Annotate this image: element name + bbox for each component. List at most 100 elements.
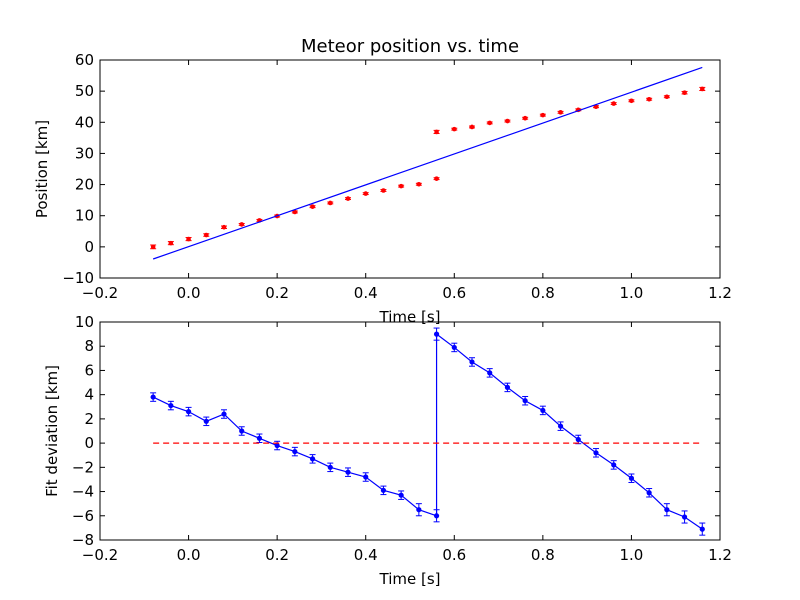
deviation-data-point [309, 456, 316, 462]
deviation-y-tick-label: 0 [84, 434, 94, 452]
deviation-data-point [611, 462, 617, 468]
position-y-tick-label: 20 [75, 176, 94, 194]
position-chart: Meteor position vs. time Time [s] Positi… [33, 36, 732, 326]
deviation-data-point [593, 450, 599, 456]
deviation-data-point [345, 469, 351, 475]
deviation-x-tick-label: 0.8 [531, 546, 555, 564]
deviation-data-point [398, 492, 404, 498]
deviation-data-point [363, 474, 369, 480]
deviation-data-point [681, 514, 688, 520]
position-data-point [434, 176, 439, 181]
deviation-x-tick-label: 0.0 [177, 546, 201, 564]
deviation-data-point [451, 344, 457, 351]
deviation-y-tick-label: 8 [84, 337, 94, 355]
position-data-point [398, 183, 404, 189]
position-data-point [363, 191, 369, 196]
deviation-data-point [150, 394, 156, 400]
deviation-data-point [274, 442, 280, 449]
deviation-data-point [504, 384, 511, 390]
deviation-y-tick-label: −6 [72, 507, 94, 525]
deviation-data-point [168, 402, 174, 409]
position-y-tick-label: 30 [75, 144, 94, 162]
position-chart-frame [99, 59, 721, 279]
position-data-point [451, 126, 457, 132]
position-chart-title: Meteor position vs. time [301, 36, 519, 57]
deviation-data-point [575, 436, 581, 443]
position-data-point [558, 110, 563, 115]
position-chart-x-ticks: −0.2 0.0 0.2 0.4 0.6 0.8 1.0 1.2 [82, 60, 732, 302]
deviation-y-tick-label: 4 [84, 386, 94, 404]
position-x-tick-label: −0.2 [82, 284, 118, 302]
deviation-chart-xlabel: Time [s] [379, 570, 441, 588]
position-data-point [416, 181, 422, 187]
deviation-data-point [628, 475, 635, 481]
position-data-point [292, 209, 298, 215]
position-data-point [629, 98, 634, 104]
deviation-data-point [522, 398, 528, 404]
position-x-tick-label: 1.0 [619, 284, 643, 302]
position-data-point [699, 86, 705, 92]
position-chart-ylabel: Position [km] [33, 120, 51, 218]
position-data-point [310, 204, 315, 209]
position-y-tick-label: 50 [75, 82, 94, 100]
position-data-point [664, 94, 670, 100]
deviation-data-point [699, 526, 705, 532]
deviation-y-tick-label: 6 [84, 361, 94, 379]
deviation-chart-ylabel: Fit deviation [km] [43, 365, 61, 497]
position-x-tick-label: 0.0 [177, 284, 201, 302]
deviation-data-point [557, 423, 564, 429]
deviation-x-tick-label: 1.0 [619, 546, 643, 564]
position-x-tick-label: 0.6 [442, 284, 466, 302]
deviation-chart: Time [s] Fit deviation [km] −0.2 0.0 0.2 0.… [43, 313, 732, 588]
deviation-data-point [292, 448, 298, 455]
position-data-point [469, 124, 475, 130]
position-data-point [434, 129, 439, 135]
position-y-tick-label: 0 [84, 238, 94, 256]
position-y-tick-label: 40 [75, 113, 94, 131]
deviation-chart-x-ticks: −0.2 0.0 0.2 0.4 0.6 0.8 1.0 1.2 [82, 322, 732, 564]
deviation-y-tick-label: 2 [84, 410, 94, 428]
deviation-data-point [221, 411, 227, 417]
deviation-data-point [540, 407, 546, 414]
deviation-data-point [646, 490, 652, 496]
deviation-data-point [416, 507, 422, 513]
deviation-x-tick-label: 1.2 [708, 546, 732, 564]
position-data-point [168, 240, 174, 246]
deviation-data-point [327, 464, 333, 470]
position-chart-xlabel: Time [s] [379, 308, 441, 326]
deviation-data-point [203, 418, 209, 424]
deviation-x-tick-label: 0.2 [265, 546, 289, 564]
deviation-data-point [433, 513, 440, 519]
deviation-y-tick-label: −8 [72, 531, 94, 549]
position-x-tick-label: 0.4 [354, 284, 378, 302]
position-y-tick-label: 60 [75, 51, 94, 69]
deviation-chart-plot-area [150, 327, 706, 536]
position-y-tick-label: 10 [75, 207, 94, 225]
position-data-point [646, 96, 652, 102]
deviation-data-point [380, 487, 387, 493]
position-data-point [540, 112, 546, 118]
position-chart-y-ticks: −10 0 10 20 30 40 50 60 [62, 51, 720, 287]
position-chart-plot-area [150, 66, 706, 260]
deviation-data-point [185, 409, 192, 415]
deviation-data-point [469, 359, 475, 365]
position-x-tick-label: 0.2 [265, 284, 289, 302]
deviation-data-point [256, 435, 263, 441]
deviation-y-tick-label: −2 [72, 458, 94, 476]
position-fit-line [152, 66, 703, 260]
deviation-chart-y-ticks: −8 −6 −4 −2 0 2 4 6 8 10 [72, 313, 720, 549]
position-data-point [345, 196, 351, 201]
deviation-x-tick-label: 0.4 [354, 546, 378, 564]
position-x-tick-label: 0.8 [531, 284, 555, 302]
deviation-y-tick-label: −4 [72, 483, 94, 501]
position-data-point [186, 236, 191, 242]
deviation-data-point [239, 428, 245, 434]
position-data-point [327, 200, 333, 206]
position-data-point [239, 222, 245, 227]
position-data-point [150, 244, 156, 250]
position-data-point [487, 120, 493, 126]
deviation-data-point [433, 331, 440, 337]
position-data-point [221, 224, 227, 230]
position-data-point [611, 101, 617, 106]
